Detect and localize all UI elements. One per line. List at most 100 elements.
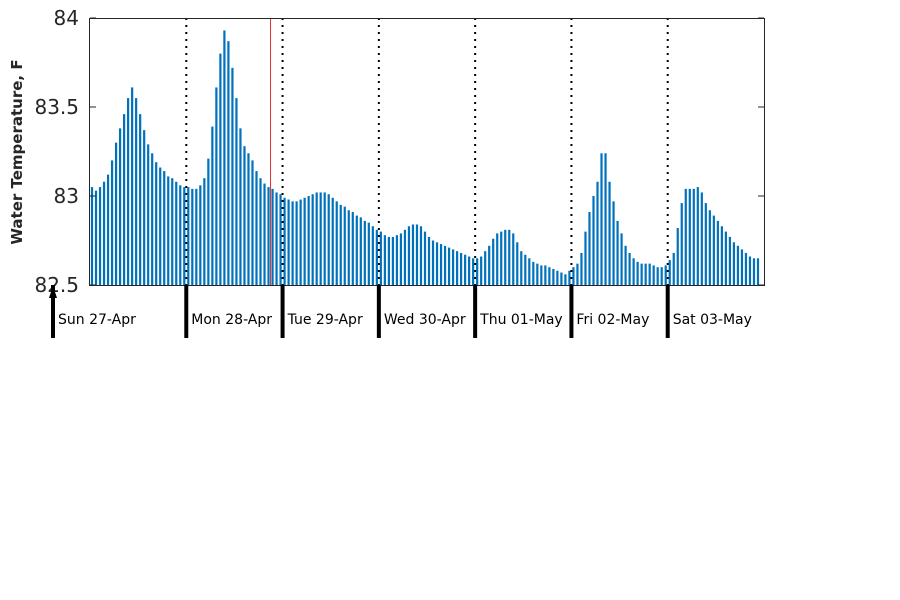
temperature-bar: [118, 128, 122, 285]
temperature-bar: [648, 263, 651, 285]
temperature-bar: [227, 41, 230, 285]
temperature-bar: [363, 220, 366, 285]
temperature-bar: [411, 224, 415, 285]
temperature-bar: [307, 196, 310, 285]
temperature-bar: [435, 242, 439, 285]
temperature-bar: [588, 212, 591, 285]
temperature-bar: [343, 206, 346, 285]
temperature-bar: [612, 201, 615, 285]
temperature-bar: [664, 265, 667, 285]
temperature-bar: [315, 192, 318, 285]
day-divider-lines: [185, 18, 669, 285]
temperature-bar: [131, 87, 134, 285]
day-label: Sat 03-May: [673, 312, 752, 328]
temperature-bar: [584, 231, 587, 285]
temperature-bar: [536, 263, 539, 285]
temperature-bar: [744, 252, 748, 285]
temperature-bar: [90, 187, 94, 285]
temperature-bar: [724, 231, 727, 285]
temperature-bar: [464, 254, 467, 285]
temperature-bar: [740, 249, 744, 285]
temperature-bar: [660, 267, 663, 285]
temperature-bar: [716, 220, 719, 285]
y-tick-label: 83: [54, 184, 79, 208]
temperature-bar: [207, 158, 210, 285]
y-axis-ticks: 82.5 83 83.5 84: [34, 6, 764, 297]
temperature-bar: [712, 215, 715, 285]
temperature-bar: [616, 220, 619, 285]
temperature-bar: [263, 183, 266, 285]
temperature-bar: [379, 231, 382, 285]
temperature-bar: [407, 226, 411, 285]
temperature-bar: [219, 53, 222, 285]
temperature-bar: [135, 98, 138, 285]
temperature-bar: [512, 233, 515, 285]
temperature-bar: [114, 142, 118, 285]
temperature-bar: [576, 263, 579, 285]
temperature-bar: [203, 178, 206, 285]
temperature-bar: [287, 199, 290, 285]
temperature-bar: [427, 236, 431, 285]
temperature-bar: [447, 247, 451, 285]
temperature-bar: [211, 126, 214, 285]
y-tick-label: 84: [54, 6, 79, 30]
temperature-bar: [295, 201, 298, 285]
temperature-bar: [516, 242, 519, 285]
temperature-bar: [656, 267, 659, 285]
temperature-bar: [460, 252, 463, 285]
temperature-bar: [692, 188, 695, 285]
temperature-bar: [383, 235, 386, 285]
temperature-bar: [102, 181, 106, 285]
temperature-bar: [223, 30, 226, 286]
temperature-bar: [195, 188, 198, 285]
temperature-bar: [468, 256, 471, 285]
temperature-bar: [259, 178, 262, 285]
temperature-bar: [604, 153, 607, 285]
temperature-bar: [439, 244, 443, 285]
temperature-bar: [359, 217, 362, 285]
day-label: Wed 30-Apr: [384, 312, 466, 328]
temperature-bar: [704, 203, 707, 285]
temperature-bar: [311, 194, 314, 285]
temperature-bar: [508, 229, 511, 285]
temperature-bar: [251, 160, 254, 285]
temperature-bar: [247, 153, 250, 285]
temperature-bar: [159, 167, 162, 285]
temperature-bar: [560, 272, 563, 285]
temperature-bar: [496, 233, 499, 285]
temperature-bar: [351, 212, 354, 285]
temperature-bar: [423, 231, 427, 285]
temperature-bar: [215, 87, 218, 285]
temperature-bar: [732, 242, 736, 285]
temperature-bar: [175, 181, 178, 285]
temperature-bar: [708, 210, 711, 285]
temperature-bar: [415, 224, 419, 285]
temperature-bar: [183, 187, 186, 285]
temperature-bar: [728, 236, 732, 285]
temperature-bar: [431, 240, 435, 285]
temperature-bar: [504, 229, 507, 285]
temperature-bar: [572, 267, 575, 285]
temperature-bar: [299, 199, 302, 285]
temperature-bar: [271, 188, 274, 285]
temperature-bar: [640, 263, 643, 285]
temperature-bar: [476, 258, 479, 285]
temperature-bar: [291, 201, 294, 285]
temperature-bar: [355, 215, 358, 285]
temperature-bar: [451, 249, 455, 285]
temperature-bar: [403, 229, 407, 285]
temperature-bar: [484, 251, 487, 285]
day-label: Thu 01-May: [479, 312, 563, 328]
temperature-bar: [756, 258, 760, 285]
temperature-bar: [528, 258, 531, 285]
axis-arrow-icon: [49, 286, 57, 298]
day-axis: Sun 27-Apr Mon 28-Apr Tue 29-Apr Wed 30-Apr…: [49, 285, 752, 338]
day-label: Fri 02-May: [576, 312, 649, 328]
temperature-bar: [94, 190, 98, 285]
temperature-bar: [620, 233, 623, 285]
temperature-bar: [235, 98, 238, 285]
temperature-bar: [399, 233, 403, 285]
temperature-bar: [455, 251, 459, 285]
temperature-bar: [540, 265, 543, 285]
